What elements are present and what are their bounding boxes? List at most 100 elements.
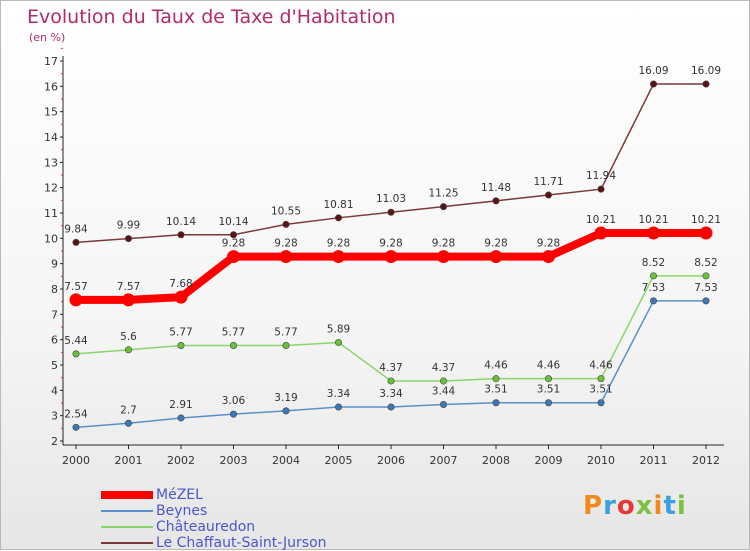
- data-point-le-chaffaut-saint-jurson: [72, 238, 80, 246]
- data-point-beynes: [334, 403, 342, 411]
- data-label-le-chaffaut-saint-jurson: 10.81: [323, 199, 353, 211]
- data-label-le-chaffaut-saint-jurson: 10.14: [166, 216, 196, 228]
- legend-label-chateauredon: Châteauredon: [156, 519, 256, 535]
- data-label-ch-teauredon: 4.37: [432, 362, 455, 374]
- data-point-beynes: [282, 407, 290, 415]
- x-tick-label: 2009: [535, 454, 563, 467]
- data-point-le-chaffaut-saint-jurson: [230, 231, 238, 239]
- data-point-ch-teauredon: [177, 341, 185, 349]
- data-point-ch-teauredon: [492, 375, 500, 383]
- data-point-ch-teauredon: [702, 272, 710, 280]
- data-label-ch-teauredon: 8.52: [694, 257, 717, 269]
- logo-letter: r: [603, 491, 617, 521]
- data-label-le-chaffaut-saint-jurson: 11.25: [428, 188, 458, 200]
- y-tick-label: 14: [44, 131, 58, 144]
- data-label-beynes: 3.34: [379, 388, 403, 400]
- y-tick-label: 7: [51, 308, 58, 321]
- data-point-le-chaffaut-saint-jurson: [125, 235, 133, 243]
- data-label-m-zel: 9.28: [484, 238, 507, 250]
- data-label-m-zel: 9.28: [379, 238, 402, 250]
- data-point-le-chaffaut-saint-jurson: [702, 80, 710, 88]
- legend-swatch-chateauredon: [101, 526, 153, 528]
- data-point-beynes: [492, 399, 500, 407]
- data-point-m-zel: [437, 250, 450, 264]
- data-point-ch-teauredon: [72, 350, 80, 358]
- data-label-beynes: 3.51: [484, 384, 507, 396]
- legend: MéZEL Beynes Châteauredon Le Chaffaut-Sa…: [101, 487, 327, 551]
- x-tick-label: 2003: [220, 454, 248, 467]
- data-label-ch-teauredon: 5.77: [274, 326, 297, 338]
- legend-item-beynes: Beynes: [101, 503, 327, 519]
- y-tick-label: 16: [44, 80, 58, 93]
- x-tick-label: 2005: [325, 454, 353, 467]
- data-point-m-zel: [69, 293, 83, 307]
- legend-item-le-chaffaut: Le Chaffaut-Saint-Jurson: [101, 535, 327, 551]
- data-label-le-chaffaut-saint-jurson: 11.03: [376, 193, 406, 205]
- data-point-beynes: [702, 297, 710, 305]
- y-tick-label: 4: [51, 384, 58, 397]
- logo-letter: x: [635, 491, 654, 521]
- data-point-m-zel: [227, 250, 240, 264]
- data-point-beynes: [439, 401, 447, 409]
- data-point-beynes: [544, 399, 552, 407]
- data-point-m-zel: [174, 290, 188, 304]
- data-point-ch-teauredon: [649, 272, 657, 280]
- data-point-beynes: [597, 399, 605, 407]
- y-tick-label: 11: [44, 207, 58, 220]
- data-point-le-chaffaut-saint-jurson: [282, 220, 290, 228]
- data-label-m-zel: 7.68: [169, 278, 192, 290]
- y-tick-label: 13: [44, 156, 58, 169]
- data-label-m-zel: 10.21: [586, 214, 616, 226]
- chart-title: Evolution du Taux de Taxe d'Habitation: [27, 6, 396, 28]
- data-point-beynes: [649, 297, 657, 305]
- data-label-m-zel: 9.28: [327, 238, 350, 250]
- data-point-beynes: [230, 410, 238, 418]
- x-tick-label: 2004: [272, 454, 300, 467]
- data-point-le-chaffaut-saint-jurson: [649, 80, 657, 88]
- data-label-ch-teauredon: 4.46: [589, 360, 613, 372]
- data-point-m-zel: [122, 293, 135, 307]
- y-tick-label: 5: [51, 359, 58, 372]
- data-point-beynes: [177, 414, 185, 422]
- data-point-ch-teauredon: [439, 377, 447, 385]
- data-point-beynes: [387, 403, 395, 411]
- data-point-ch-teauredon: [125, 346, 133, 354]
- data-point-ch-teauredon: [334, 338, 342, 346]
- data-point-m-zel: [594, 226, 608, 240]
- data-point-ch-teauredon: [387, 377, 395, 385]
- data-point-m-zel: [542, 250, 555, 264]
- data-point-le-chaffaut-saint-jurson: [177, 231, 185, 239]
- data-label-beynes: 2.91: [169, 399, 192, 411]
- data-label-m-zel: 10.21: [691, 214, 721, 226]
- logo-letter: i: [676, 491, 687, 521]
- data-label-le-chaffaut-saint-jurson: 9.99: [117, 220, 140, 232]
- data-label-le-chaffaut-saint-jurson: 10.14: [218, 216, 248, 228]
- data-label-ch-teauredon: 5.89: [327, 323, 350, 335]
- x-tick-label: 2012: [692, 454, 720, 467]
- data-label-ch-teauredon: 5.77: [222, 326, 245, 338]
- data-point-ch-teauredon: [544, 375, 552, 383]
- data-point-le-chaffaut-saint-jurson: [334, 214, 342, 222]
- y-tick-label: 9: [51, 258, 58, 271]
- data-label-beynes: 7.53: [642, 282, 665, 294]
- data-label-le-chaffaut-saint-jurson: 11.94: [586, 170, 616, 182]
- data-label-le-chaffaut-saint-jurson: 16.09: [691, 65, 721, 77]
- data-point-le-chaffaut-saint-jurson: [597, 185, 605, 193]
- x-tick-label: 2008: [482, 454, 510, 467]
- data-label-ch-teauredon: 4.46: [537, 360, 561, 372]
- data-point-m-zel: [699, 226, 713, 240]
- data-label-le-chaffaut-saint-jurson: 11.48: [481, 182, 511, 194]
- logo-letter: t: [663, 491, 677, 521]
- data-point-m-zel: [489, 250, 503, 264]
- y-tick-label: 8: [51, 283, 58, 296]
- data-label-ch-teauredon: 4.46: [484, 360, 508, 372]
- legend-label-beynes: Beynes: [156, 503, 208, 519]
- data-label-beynes: 2.54: [64, 408, 88, 420]
- data-label-m-zel: 9.28: [432, 238, 455, 250]
- y-tick-label: 15: [44, 106, 58, 119]
- x-tick-label: 2002: [167, 454, 195, 467]
- proxiti-logo: Proxiti: [583, 491, 687, 521]
- data-label-beynes: 3.51: [537, 384, 560, 396]
- data-point-ch-teauredon: [230, 341, 238, 349]
